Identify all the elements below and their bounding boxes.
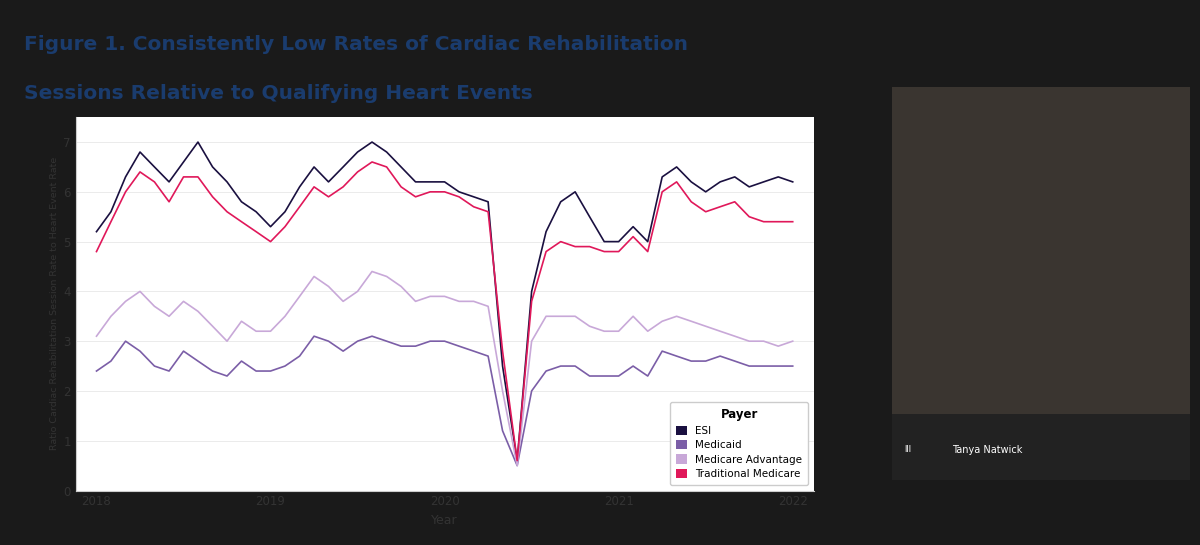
X-axis label: Year: Year — [431, 514, 458, 527]
FancyBboxPatch shape — [892, 414, 1190, 480]
FancyBboxPatch shape — [892, 87, 1190, 480]
Text: Tanya Natwick: Tanya Natwick — [952, 445, 1022, 455]
Text: Sessions Relative to Qualifying Heart Events: Sessions Relative to Qualifying Heart Ev… — [24, 84, 533, 104]
Text: Figure 1. Consistently Low Rates of Cardiac Rehabilitation: Figure 1. Consistently Low Rates of Card… — [24, 35, 688, 55]
Y-axis label: Ratio Cardiac Rehabilitation Session Rate to Heart Event Rate: Ratio Cardiac Rehabilitation Session Rat… — [50, 157, 59, 451]
Text: lll: lll — [905, 445, 911, 454]
Legend: ESI, Medicaid, Medicare Advantage, Traditional Medicare: ESI, Medicaid, Medicare Advantage, Tradi… — [670, 402, 809, 485]
